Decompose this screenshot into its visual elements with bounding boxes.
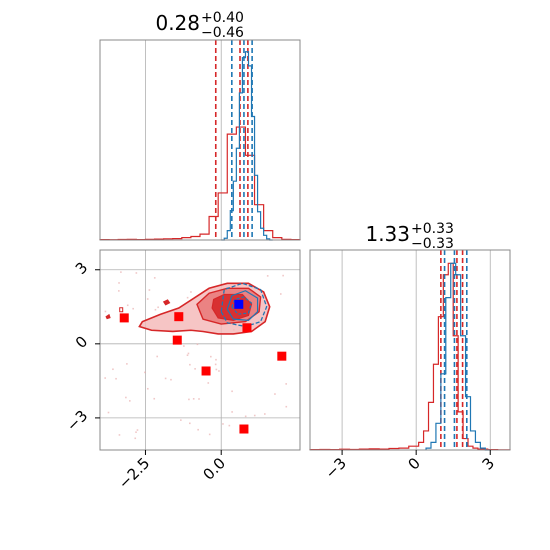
sample-point bbox=[134, 437, 137, 440]
sample-point bbox=[170, 378, 172, 381]
sample-point bbox=[244, 415, 247, 418]
marginal-1-title-minus: −0.46 bbox=[201, 25, 244, 41]
sample-point bbox=[115, 377, 117, 380]
sample-point bbox=[118, 282, 120, 284]
red-marker bbox=[119, 313, 129, 323]
red-marker bbox=[239, 424, 249, 434]
sample-point bbox=[126, 363, 128, 365]
sample-point bbox=[126, 304, 129, 307]
marginal-2-title-value: 1.33 bbox=[365, 222, 410, 246]
sample-point bbox=[112, 368, 114, 371]
sample-point bbox=[164, 377, 167, 380]
sample-point bbox=[215, 368, 218, 371]
sample-point bbox=[197, 428, 199, 431]
sample-point bbox=[118, 434, 121, 436]
sample-point bbox=[192, 398, 195, 400]
marginal-1-title-value: 0.28 bbox=[155, 11, 200, 35]
sample-point bbox=[198, 398, 200, 400]
sample-point bbox=[144, 371, 146, 374]
sample-point bbox=[157, 306, 159, 309]
sample-point bbox=[146, 387, 149, 390]
sample-point bbox=[222, 423, 224, 425]
sample-point bbox=[210, 355, 212, 358]
sample-point bbox=[186, 296, 189, 299]
sample-point bbox=[208, 433, 211, 436]
sample-point bbox=[189, 422, 191, 425]
contour-blue-inner bbox=[231, 296, 253, 315]
sample-point bbox=[135, 272, 138, 274]
sample-point bbox=[136, 429, 139, 431]
marginal-1-title-plus: +0.40 bbox=[201, 10, 244, 26]
histogram-step bbox=[99, 126, 301, 241]
red-marker bbox=[201, 366, 211, 376]
sample-point bbox=[285, 405, 288, 408]
joint-frame bbox=[99, 249, 301, 451]
sample-point bbox=[207, 382, 210, 384]
contour-island bbox=[119, 307, 124, 313]
marginal-1-frame bbox=[99, 39, 301, 241]
sample-point bbox=[153, 397, 156, 400]
sample-point bbox=[135, 431, 137, 433]
sample-point bbox=[107, 411, 110, 414]
marginal-panel-1: 0.28 +0.40 −0.46 bbox=[99, 10, 301, 241]
sample-point bbox=[156, 355, 159, 358]
sample-point bbox=[264, 413, 266, 415]
histogram-step bbox=[425, 262, 491, 451]
red-marker bbox=[172, 335, 182, 345]
sample-point bbox=[186, 354, 189, 357]
sample-point bbox=[183, 345, 185, 347]
sample-point bbox=[266, 275, 269, 277]
sample-point bbox=[187, 352, 190, 355]
sample-point bbox=[104, 377, 106, 379]
sample-point bbox=[231, 390, 233, 393]
sample-point bbox=[214, 363, 217, 366]
marginal-2-title-minus: −0.33 bbox=[411, 236, 454, 252]
contour-blue-outer bbox=[220, 282, 268, 328]
marginal-panel-2: −3 0 3 1.33 +0.33 −0.33 bbox=[309, 221, 511, 482]
blue-marker bbox=[234, 299, 244, 309]
sample-point bbox=[180, 419, 182, 421]
red-marker bbox=[174, 312, 184, 322]
marginal-2-title-plus: +0.33 bbox=[411, 221, 454, 237]
sample-point bbox=[128, 400, 131, 402]
sample-point bbox=[132, 307, 134, 310]
sample-point bbox=[279, 293, 282, 295]
sample-point bbox=[118, 290, 120, 292]
sample-point bbox=[253, 414, 256, 417]
sample-point bbox=[146, 298, 149, 300]
sample-point bbox=[189, 363, 191, 366]
sample-point bbox=[190, 291, 192, 293]
histogram-step bbox=[309, 262, 511, 451]
sample-point bbox=[218, 370, 220, 372]
sample-point bbox=[104, 310, 107, 313]
sample-point bbox=[120, 271, 122, 273]
sample-point bbox=[194, 368, 196, 370]
red-marker bbox=[242, 323, 252, 333]
sample-point bbox=[125, 396, 127, 399]
contour-island bbox=[162, 299, 171, 306]
sample-point bbox=[196, 343, 199, 346]
sample-point bbox=[285, 383, 287, 385]
histogram-step bbox=[221, 51, 273, 241]
marginal-2-frame bbox=[309, 249, 511, 451]
sample-point bbox=[188, 398, 190, 401]
sample-point bbox=[215, 358, 217, 361]
red-marker bbox=[277, 351, 287, 361]
contour-island bbox=[105, 313, 111, 320]
sample-point bbox=[148, 289, 151, 291]
sample-point bbox=[154, 308, 157, 311]
contour-blue-mid bbox=[226, 290, 259, 321]
sample-point bbox=[228, 424, 231, 427]
sample-point bbox=[231, 411, 233, 413]
sample-point bbox=[153, 277, 156, 279]
sample-point bbox=[274, 393, 276, 395]
sample-point bbox=[282, 274, 284, 277]
